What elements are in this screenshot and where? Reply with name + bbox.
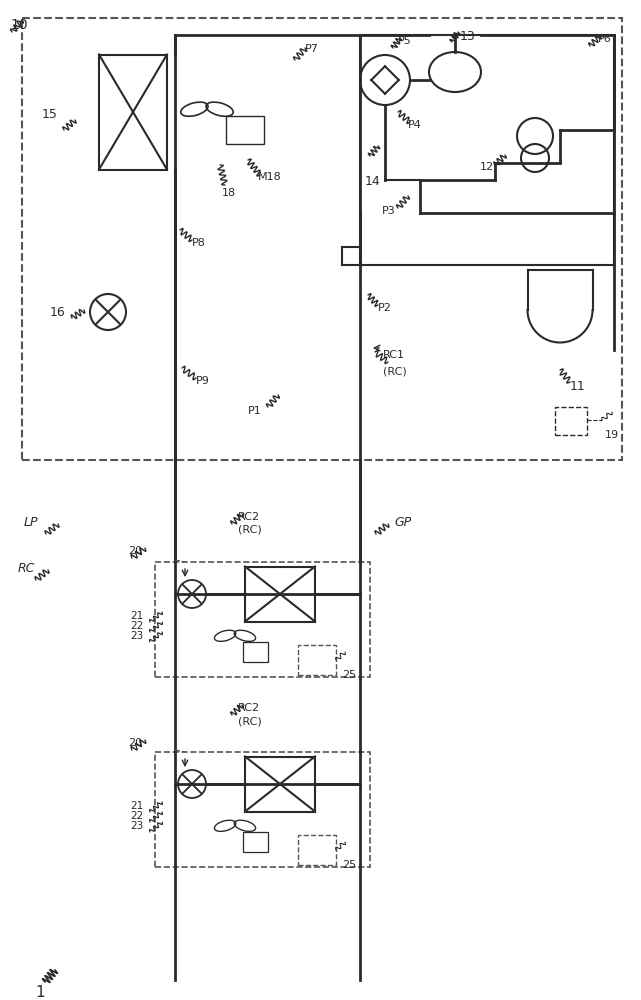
Text: 21: 21 xyxy=(130,611,143,621)
Text: (RC): (RC) xyxy=(238,716,262,726)
Text: 13: 13 xyxy=(460,30,476,43)
Bar xyxy=(99,54,167,169)
Text: 21: 21 xyxy=(130,801,143,811)
Text: 10: 10 xyxy=(10,18,28,32)
Text: 23: 23 xyxy=(130,631,143,641)
Text: 15: 15 xyxy=(42,108,58,121)
Text: P4: P4 xyxy=(408,120,422,130)
Bar xyxy=(242,832,267,852)
Text: P6: P6 xyxy=(598,34,612,44)
Text: P2: P2 xyxy=(378,303,392,313)
Bar xyxy=(245,566,315,621)
Text: RC: RC xyxy=(18,562,35,574)
Text: P8: P8 xyxy=(192,238,206,248)
Text: M18: M18 xyxy=(258,172,282,182)
Text: P7: P7 xyxy=(305,44,319,54)
Text: 19: 19 xyxy=(605,430,619,440)
Text: LP: LP xyxy=(24,516,38,528)
Text: 12: 12 xyxy=(480,162,494,172)
Bar xyxy=(155,562,370,677)
Text: P3: P3 xyxy=(382,206,395,216)
Text: 20: 20 xyxy=(128,546,142,556)
Text: 25: 25 xyxy=(342,860,356,870)
Text: P5: P5 xyxy=(398,36,412,46)
Text: (RC): (RC) xyxy=(383,366,407,376)
Bar xyxy=(360,35,614,265)
Text: RC2: RC2 xyxy=(238,703,260,713)
Text: 20: 20 xyxy=(128,738,142,748)
Text: 18: 18 xyxy=(222,188,236,198)
Text: 11: 11 xyxy=(570,380,586,393)
Bar xyxy=(245,756,315,812)
Text: 25: 25 xyxy=(342,670,356,680)
Bar xyxy=(298,645,336,675)
Text: 1: 1 xyxy=(35,985,45,1000)
Bar xyxy=(155,752,370,867)
Text: 22: 22 xyxy=(130,811,143,821)
Bar xyxy=(242,642,267,662)
Bar xyxy=(22,18,622,460)
Text: 22: 22 xyxy=(130,621,143,631)
Text: GP: GP xyxy=(394,516,411,528)
Text: RC1: RC1 xyxy=(383,350,405,360)
Text: RC2: RC2 xyxy=(238,512,260,522)
Bar xyxy=(226,116,264,144)
Text: (RC): (RC) xyxy=(238,525,262,535)
Text: 23: 23 xyxy=(130,821,143,831)
Text: P1: P1 xyxy=(248,406,262,416)
Text: P9: P9 xyxy=(196,376,210,386)
Bar xyxy=(555,407,587,435)
Bar xyxy=(298,835,336,865)
Text: 14: 14 xyxy=(365,175,381,188)
Text: 16: 16 xyxy=(50,306,66,318)
